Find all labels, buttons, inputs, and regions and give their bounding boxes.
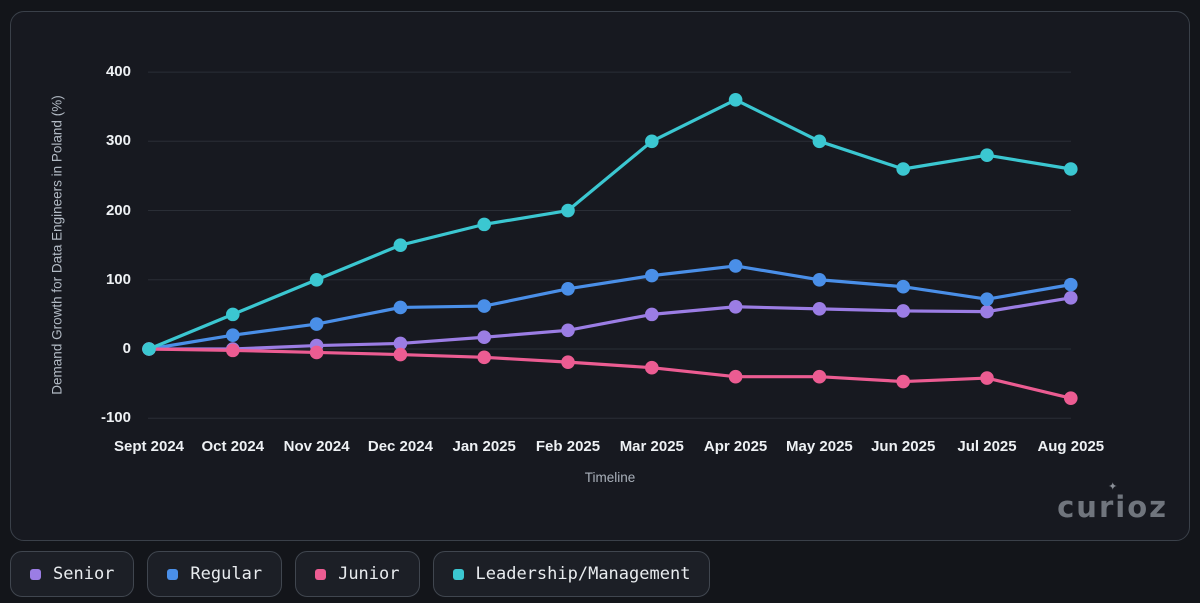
y-tick-label: -100 — [100, 409, 131, 427]
legend-item-leadership[interactable]: Leadership/Management — [432, 551, 711, 597]
legend-item-regular[interactable]: Regular — [147, 551, 283, 597]
x-tick-label: Jul 2025 — [957, 438, 1017, 455]
x-tick-label: Aug 2025 — [1037, 438, 1105, 455]
x-tick-label: Mar 2025 — [619, 438, 684, 455]
y-tick-label: 200 — [105, 201, 131, 219]
regular-swatch-icon — [167, 568, 179, 580]
x-tick-label: Sept 2024 — [113, 438, 185, 455]
y-axis-label: Demand Growth for Data Engineers in Pola… — [49, 95, 65, 395]
x-tick-label: Nov 2024 — [283, 438, 350, 455]
legend-item-label: Senior — [53, 564, 115, 584]
legend: Senior Regular Junior Leadership/Managem… — [10, 551, 711, 597]
x-tick-label: Oct 2024 — [201, 438, 265, 455]
legend-item-label: Leadership/Management — [475, 564, 691, 584]
y-tick-label: 400 — [105, 63, 131, 81]
y-tick-label: 0 — [122, 340, 131, 357]
legend-item-label: Regular — [190, 564, 263, 584]
chart-panel — [10, 11, 1190, 541]
x-tick-label: Jun 2025 — [871, 438, 936, 455]
curioz-logo: curioz ✦ — [1057, 480, 1168, 524]
x-tick-label: Jan 2025 — [452, 438, 516, 455]
x-tick-label: Dec 2024 — [367, 438, 433, 455]
x-tick-label: May 2025 — [786, 438, 853, 455]
sparkle-icon: ✦ — [1108, 480, 1118, 493]
legend-item-junior[interactable]: Junior — [295, 551, 420, 597]
y-tick-label: 100 — [105, 270, 131, 288]
legend-item-label: Junior — [338, 564, 400, 584]
x-tick-label: Apr 2025 — [703, 438, 768, 455]
senior-swatch-icon — [30, 568, 41, 580]
legend-item-senior[interactable]: Senior — [10, 551, 135, 597]
junior-swatch-icon — [315, 568, 327, 580]
x-axis-label: Timeline — [584, 470, 636, 485]
leadership-swatch-icon — [452, 568, 464, 580]
y-tick-label: 300 — [105, 132, 131, 150]
x-tick-label: Feb 2025 — [535, 438, 601, 455]
logo-text: curioz — [1057, 490, 1168, 524]
